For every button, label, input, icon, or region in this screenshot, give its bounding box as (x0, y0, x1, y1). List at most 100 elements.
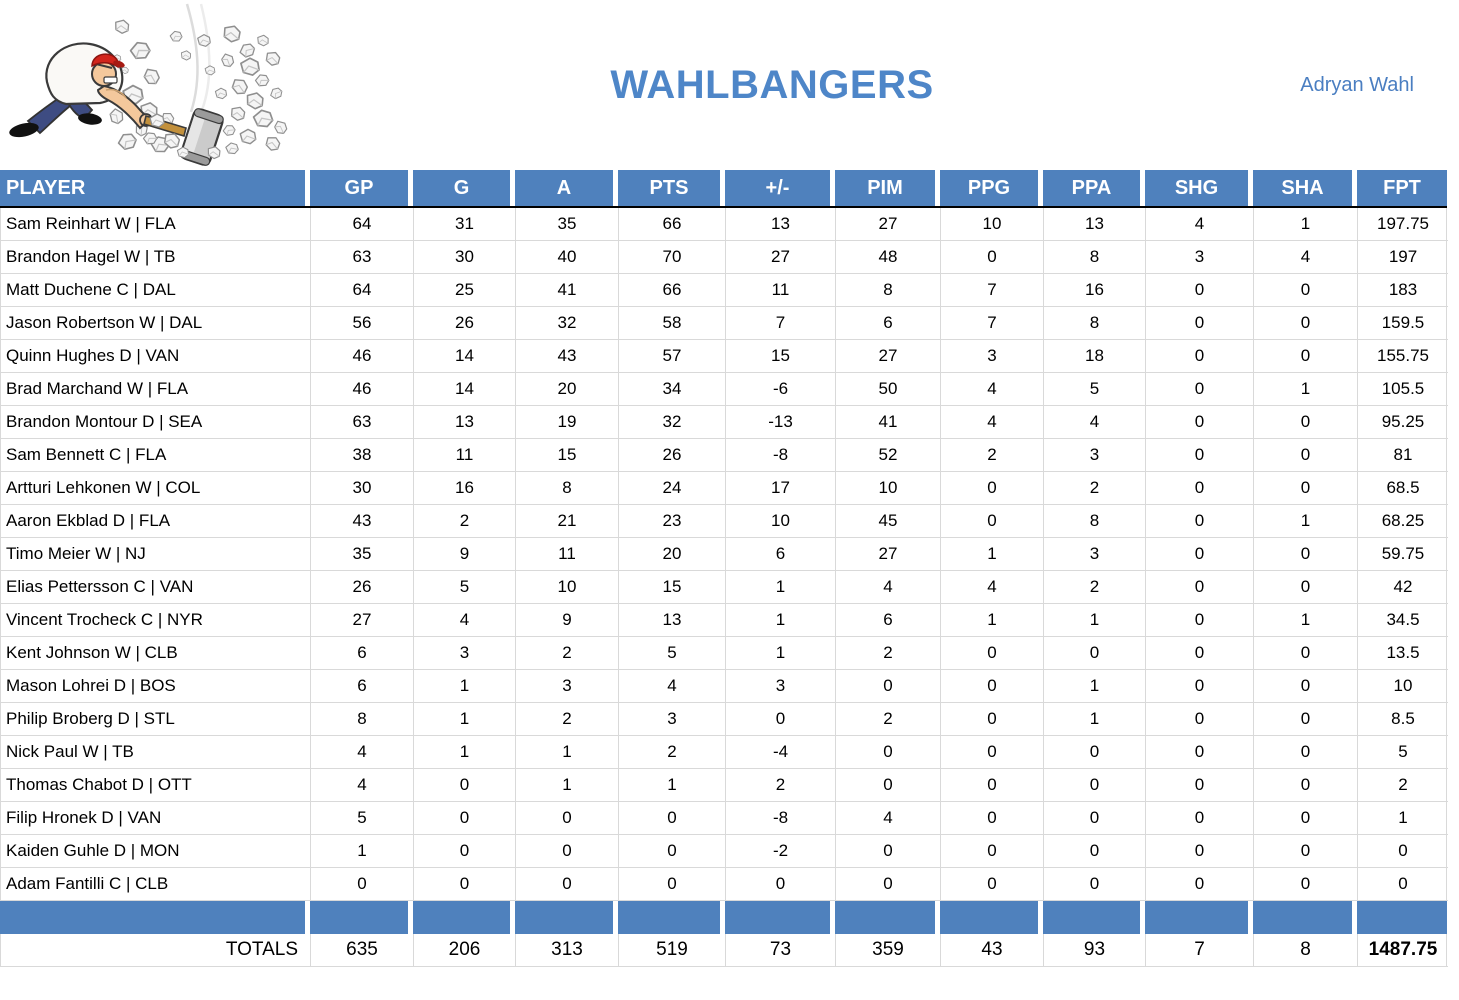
stat-cell-ppg: 7 (941, 274, 1044, 307)
table-row: Aaron Ekblad D | FLA 43 2 21 23 10 45 0 8 0 1 68.25 (1, 505, 1448, 538)
stat-cell-gp: 64 (311, 208, 414, 241)
stat-cell-pts: 23 (619, 505, 726, 538)
column-header-ppg: PPG (940, 170, 1043, 206)
table-row: Filip Hronek D | VAN 5 0 0 0 -8 4 0 0 0 0 1 (1, 802, 1448, 835)
stat-cell-fpt: 10 (1358, 670, 1448, 703)
stat-cell-plus-minus: 11 (726, 274, 836, 307)
stat-cell-pim: 10 (836, 472, 941, 505)
stat-cell-plus-minus: 0 (726, 703, 836, 736)
player-name-cell: Elias Pettersson C | VAN (1, 571, 311, 604)
banner-cell-ppg (940, 901, 1043, 934)
stat-cell-ppa: 0 (1044, 802, 1146, 835)
stat-cell-ppa: 0 (1044, 769, 1146, 802)
banner-cell-sha (1253, 901, 1357, 934)
stat-cell-a: 11 (516, 538, 619, 571)
stat-cell-fpt: 81 (1358, 439, 1448, 472)
stat-cell-sha: 0 (1254, 538, 1358, 571)
stat-cell-a: 41 (516, 274, 619, 307)
stat-cell-ppg: 0 (941, 736, 1044, 769)
stat-cell-shg: 0 (1146, 670, 1254, 703)
column-header-sha: SHA (1253, 170, 1357, 206)
stat-cell-shg: 0 (1146, 274, 1254, 307)
player-stats-table: PLAYER GP G A PTS +/- PIM PPG PPA SHG SHA FPT Sam R… (0, 170, 1448, 967)
total-gp: 635 (311, 934, 414, 967)
stat-cell-gp: 64 (311, 274, 414, 307)
stat-cell-gp: 6 (311, 637, 414, 670)
player-name-cell: Matt Duchene C | DAL (1, 274, 311, 307)
total-ppg: 43 (941, 934, 1044, 967)
stat-cell-g: 2 (414, 505, 516, 538)
banner-cell-ppa (1043, 901, 1145, 934)
stat-cell-ppa: 1 (1044, 604, 1146, 637)
total-pts: 519 (619, 934, 726, 967)
stat-cell-ppg: 0 (941, 637, 1044, 670)
stat-cell-shg: 0 (1146, 835, 1254, 868)
totals-row: TOTALS 635 206 313 519 73 359 43 93 7 8 1487.75 (0, 934, 1448, 967)
stat-cell-a: 10 (516, 571, 619, 604)
totals-label: TOTALS (1, 934, 311, 967)
stat-cell-a: 8 (516, 472, 619, 505)
player-name-cell: Brandon Hagel W | TB (1, 241, 311, 274)
stat-cell-g: 1 (414, 703, 516, 736)
stat-cell-g: 14 (414, 373, 516, 406)
stat-cell-g: 30 (414, 241, 516, 274)
stat-cell-plus-minus: -13 (726, 406, 836, 439)
stat-cell-gp: 46 (311, 373, 414, 406)
stat-cell-g: 9 (414, 538, 516, 571)
stat-cell-g: 26 (414, 307, 516, 340)
stat-cell-shg: 0 (1146, 406, 1254, 439)
stat-cell-a: 0 (516, 802, 619, 835)
player-name-cell: Nick Paul W | TB (1, 736, 311, 769)
stat-cell-sha: 0 (1254, 736, 1358, 769)
stat-cell-ppg: 7 (941, 307, 1044, 340)
stat-cell-shg: 0 (1146, 703, 1254, 736)
table-row: Artturi Lehkonen W | COL 30 16 8 24 17 10 0 2 0 0 6… (1, 472, 1448, 505)
stat-cell-pts: 66 (619, 208, 726, 241)
stat-cell-fpt: 155.75 (1358, 340, 1448, 373)
stat-cell-a: 9 (516, 604, 619, 637)
stat-cell-shg: 3 (1146, 241, 1254, 274)
table-row: Sam Reinhart W | FLA 64 31 35 66 13 27 10 13 4 1 19… (1, 208, 1448, 241)
total-ppa: 93 (1044, 934, 1146, 967)
stat-cell-ppg: 0 (941, 670, 1044, 703)
stat-cell-fpt: 183 (1358, 274, 1448, 307)
stat-cell-pim: 0 (836, 736, 941, 769)
stat-cell-plus-minus: 27 (726, 241, 836, 274)
stat-cell-g: 0 (414, 868, 516, 901)
table-row: Kaiden Guhle D | MON 1 0 0 0 -2 0 0 0 0 0 0 (1, 835, 1448, 868)
stat-cell-pts: 20 (619, 538, 726, 571)
column-header-g: G (413, 170, 515, 206)
stat-cell-plus-minus: 13 (726, 208, 836, 241)
player-name-cell: Kent Johnson W | CLB (1, 637, 311, 670)
stat-cell-ppg: 0 (941, 802, 1044, 835)
stat-cell-plus-minus: 2 (726, 769, 836, 802)
stat-cell-ppa: 8 (1044, 241, 1146, 274)
stat-cell-plus-minus: -8 (726, 439, 836, 472)
column-header-gp: GP (310, 170, 413, 206)
stat-cell-plus-minus: -2 (726, 835, 836, 868)
banner-cell-gp (310, 901, 413, 934)
stat-cell-pts: 32 (619, 406, 726, 439)
stat-cell-plus-minus: -4 (726, 736, 836, 769)
stat-cell-ppg: 0 (941, 703, 1044, 736)
stat-cell-a: 1 (516, 736, 619, 769)
stat-cell-ppg: 0 (941, 241, 1044, 274)
stat-cell-plus-minus: 6 (726, 538, 836, 571)
stat-cell-pts: 70 (619, 241, 726, 274)
stat-cell-sha: 4 (1254, 241, 1358, 274)
table-row: Brandon Montour D | SEA 63 13 19 32 -13 41 4 4 0 0… (1, 406, 1448, 439)
stat-cell-ppa: 0 (1044, 736, 1146, 769)
stat-cell-plus-minus: 0 (726, 868, 836, 901)
column-header-a: A (515, 170, 618, 206)
stat-cell-fpt: 1 (1358, 802, 1448, 835)
player-name-cell: Brad Marchand W | FLA (1, 373, 311, 406)
stat-cell-sha: 1 (1254, 505, 1358, 538)
player-name-cell: Brandon Montour D | SEA (1, 406, 311, 439)
stat-cell-gp: 4 (311, 736, 414, 769)
stat-cell-shg: 0 (1146, 571, 1254, 604)
stat-cell-fpt: 34.5 (1358, 604, 1448, 637)
stat-cell-pts: 2 (619, 736, 726, 769)
stat-cell-fpt: 8.5 (1358, 703, 1448, 736)
table-header-row: PLAYER GP G A PTS +/- PIM PPG PPA SHG SHA FPT (0, 170, 1447, 208)
table-row: Brandon Hagel W | TB 63 30 40 70 27 48 0 8 3 4 197 (1, 241, 1448, 274)
